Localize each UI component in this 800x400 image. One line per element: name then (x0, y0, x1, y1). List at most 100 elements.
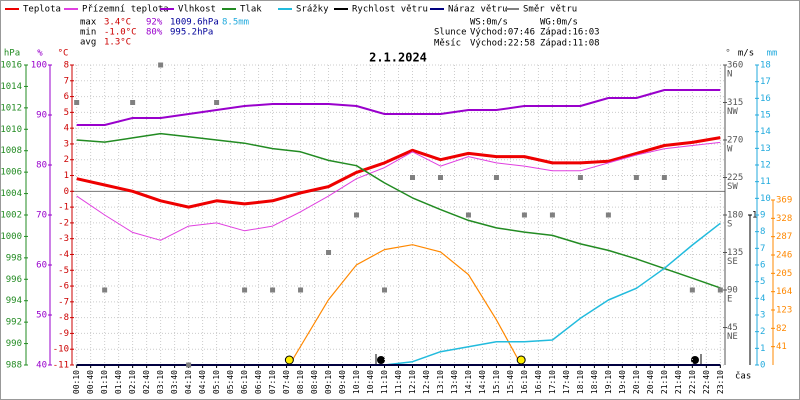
wind-direction-point (633, 175, 639, 180)
series-line (76, 136, 721, 209)
wind-direction-point (242, 287, 248, 293)
y-tick-label: 90 (36, 111, 47, 121)
x-tick-label: 15:10 (492, 370, 501, 394)
wind-direction-point (689, 287, 695, 293)
y-tick-label: 3 (760, 311, 765, 321)
y-tick-label: 17 (760, 77, 771, 87)
y-tick-label: 15 (760, 111, 771, 121)
x-tick-label: 19:40 (618, 370, 627, 394)
legend-label: Přízemní teplota (82, 5, 169, 15)
y-tick-label: 246 (776, 251, 792, 261)
y-tick-label: 123 (776, 306, 792, 316)
y-tick-label: 9 (760, 211, 765, 221)
x-tick-label: 18:10 (576, 370, 585, 394)
x-tick-label: 16:10 (520, 370, 529, 394)
x-tick-label: 14:40 (478, 370, 487, 394)
x-tick-label: 01:40 (114, 370, 123, 394)
axis-unit: hPa (4, 49, 20, 59)
legend-label: Náraz větru (448, 5, 508, 15)
y-tick-label: 135 (727, 248, 743, 258)
x-tick-label: 04:10 (184, 370, 193, 394)
stat: 92% (146, 18, 163, 28)
wind-direction-point (577, 175, 583, 180)
y-tick-name: SE (727, 257, 738, 267)
x-tick-label: 06:10 (240, 370, 249, 394)
y-tick-label: 315 (727, 98, 743, 108)
x-tick-label: 11:10 (380, 370, 389, 394)
x-tick-label: 01:10 (100, 370, 109, 394)
stat: 1009.6hPa (170, 18, 219, 28)
x-tick-label: 10:10 (352, 370, 361, 394)
axis-unit: % (37, 49, 43, 59)
x-tick-label: 15:40 (506, 370, 515, 394)
y-tick-label: 7 (64, 76, 69, 86)
x-tick-label: 05:40 (226, 370, 235, 394)
legend-label: Srážky (296, 5, 329, 15)
y-tick-label: 6 (64, 92, 69, 102)
y-tick-label: 100 (31, 61, 47, 71)
y-tick-label: 1004 (0, 189, 22, 199)
moon-set: Západ:11:08 (540, 39, 600, 49)
y-tick-label: -11 (53, 361, 69, 371)
wind-direction-point (270, 287, 276, 293)
y-tick-label: 1006 (0, 168, 22, 178)
wind-direction-point (130, 100, 136, 105)
y-tick-name: E (727, 295, 732, 305)
y-tick-label: 13 (760, 144, 771, 154)
y-tick-name: N (727, 70, 732, 80)
x-tick-label: 20:40 (646, 370, 655, 394)
x-tick-label: 22:40 (702, 370, 711, 394)
y-tick-label: 1 (752, 211, 757, 221)
legend-label: Tlak (240, 5, 262, 15)
y-tick-label: 12 (760, 161, 771, 171)
wind-direction-point (326, 250, 332, 255)
x-tick-label: 10:40 (366, 370, 375, 394)
wind-direction-point (465, 212, 471, 218)
y-tick-label: -9 (58, 329, 69, 339)
axis-unit: m/s (738, 49, 754, 59)
y-tick-label: 180 (727, 211, 743, 221)
y-tick-label: 270 (727, 136, 743, 146)
y-tick-name: SW (727, 182, 738, 192)
y-tick-label: -10 (53, 345, 69, 355)
y-tick-label: -7 (58, 297, 69, 307)
x-tick-label: 21:10 (660, 370, 669, 394)
y-tick-label: -5 (58, 266, 69, 276)
x-tick-label: 17:40 (562, 370, 571, 394)
y-tick-label: 1002 (0, 211, 22, 221)
x-tick-label: 18:40 (590, 370, 599, 394)
stat: 80% (146, 28, 163, 38)
solar-line (288, 244, 522, 366)
y-tick-label: 0 (760, 361, 765, 371)
moon-rise: Východ:22:58 (470, 39, 535, 49)
y-tick-label: 60 (36, 261, 47, 271)
axis-unit: ° (725, 49, 730, 59)
y-tick-label: 18 (760, 61, 771, 71)
x-tick-label: 04:40 (198, 370, 207, 394)
x-tick-label: 08:10 (296, 370, 305, 394)
x-tick-label: 02:40 (142, 370, 151, 394)
x-tick-label: 20:10 (632, 370, 641, 394)
y-tick-label: 45 (727, 323, 738, 333)
x-tick-label: 09:40 (338, 370, 347, 394)
wind-direction-point (158, 62, 164, 68)
x-tick-label: 12:40 (422, 370, 431, 394)
y-tick-label: -8 (58, 313, 69, 323)
stat-label: min (80, 28, 96, 38)
y-tick-label: 2 (760, 327, 765, 337)
y-tick-label: 2 (64, 155, 69, 165)
x-tick-label: 19:10 (604, 370, 613, 394)
legend-label: Směr větru (523, 5, 577, 15)
y-tick-label: 996 (6, 275, 22, 285)
x-tick-label: 02:10 (128, 370, 137, 394)
wind-info: WS:0m/s (470, 18, 508, 28)
x-tick-label: 03:40 (170, 370, 179, 394)
axis-unit: °C (58, 49, 69, 59)
y-tick-label: 225 (727, 173, 743, 183)
y-tick-label: 40 (36, 361, 47, 371)
y-tick-label: 992 (6, 318, 22, 328)
y-tick-label: 14 (760, 127, 771, 137)
stat-label: max (80, 18, 97, 28)
x-tick-label: 09:10 (324, 370, 333, 394)
